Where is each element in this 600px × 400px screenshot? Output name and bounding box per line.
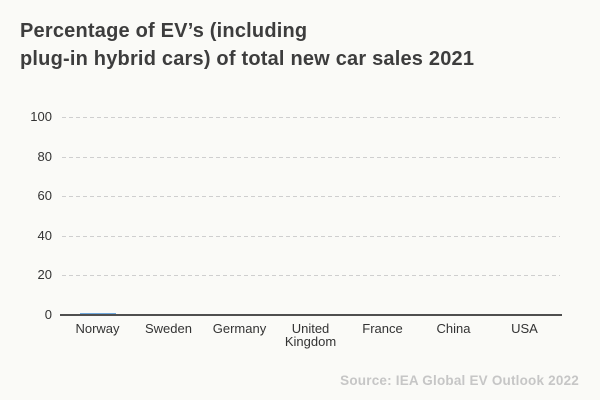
x-axis-label-sweden: Sweden	[145, 321, 192, 336]
gridline-40	[62, 236, 560, 237]
gridline-20	[62, 275, 560, 276]
chart-title-line-2: plug-in hybrid cars) of total new car sa…	[20, 48, 475, 70]
gridline-80	[62, 157, 560, 158]
source-attribution: Source: IEA Global EV Outlook 2022	[340, 373, 579, 388]
y-axis-tick-label-0: 0	[44, 307, 52, 322]
y-axis-tick-label-100: 100	[30, 109, 52, 124]
x-axis-label-france: France	[362, 321, 403, 336]
x-axis-label-united-kingdom: United Kingdom	[284, 321, 337, 349]
y-axis-tick-label-20: 20	[37, 267, 52, 282]
gridline-60	[62, 196, 560, 197]
chart-title-line-1: Percentage of EV’s (including	[20, 20, 308, 42]
x-axis-label-china: China	[436, 321, 471, 336]
x-axis-label-usa: USA	[511, 321, 538, 336]
y-axis-tick-label-80: 80	[37, 149, 52, 164]
y-axis-tick-label-40: 40	[37, 228, 52, 243]
x-axis-label-norway: Norway	[75, 321, 120, 336]
x-axis-line	[60, 314, 562, 316]
y-axis-tick-label-60: 60	[37, 188, 52, 203]
chart-title: Percentage of EV’s (including plug-in hy…	[20, 17, 474, 73]
gridline-100	[62, 117, 560, 118]
x-axis-label-germany: Germany	[212, 321, 267, 336]
